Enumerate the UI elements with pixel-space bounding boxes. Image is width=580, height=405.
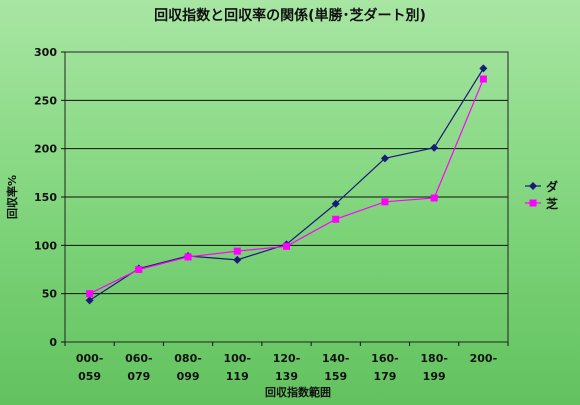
x-tick-label: 140- — [322, 352, 350, 365]
data-point — [332, 215, 340, 223]
series-2 — [86, 75, 487, 298]
series-line — [89, 68, 484, 301]
data-point — [233, 255, 242, 264]
data-point — [135, 266, 143, 273]
data-point — [283, 242, 290, 250]
x-tick-label: 179 — [373, 370, 396, 383]
x-axis-ticks: 000- 059 060- 079 080- 099 100- 119 120- 139 140- 1… — [64, 342, 509, 383]
x-tick-label: 180- — [420, 352, 448, 365]
x-tick-label: 119 — [226, 370, 249, 383]
y-tick-label: 200 — [34, 143, 57, 156]
legend-marker — [529, 199, 537, 207]
x-tick-label: 199 — [423, 370, 446, 383]
data-point — [380, 154, 389, 163]
x-tick-label: 080- — [174, 352, 202, 365]
series-line — [89, 78, 484, 295]
data-point — [381, 198, 389, 206]
x-tick-label: 139 — [275, 370, 298, 383]
x-axis-label: 回収指数範囲 — [265, 385, 331, 399]
x-tick-label: 200- — [470, 352, 498, 365]
y-tick-label: 50 — [42, 288, 58, 301]
y-axis-label: 回収率% — [5, 175, 19, 219]
x-tick-label: 000- — [76, 352, 104, 365]
x-tick-label: 160- — [371, 352, 399, 365]
data-point — [85, 296, 94, 305]
x-tick-label: 159 — [324, 370, 347, 383]
x-tick-label: 059 — [78, 370, 101, 383]
data-point — [331, 199, 340, 208]
y-axis-ticks: 0 50 100 150 200 250 300 — [34, 46, 65, 349]
y-tick-label: 250 — [34, 94, 57, 107]
data-point — [479, 64, 488, 73]
legend-marker — [529, 182, 537, 190]
data-point — [430, 143, 439, 152]
x-tick-label: 079 — [127, 370, 150, 383]
x-tick-label: 120- — [273, 352, 301, 365]
x-tick-label: 100- — [224, 352, 252, 365]
legend-item: 芝 — [525, 196, 558, 211]
data-point — [479, 75, 487, 83]
data-point — [233, 247, 241, 255]
x-tick-label: 060- — [125, 352, 153, 365]
data-point — [430, 194, 438, 202]
y-tick-label: 100 — [34, 239, 57, 252]
y-tick-label: 0 — [49, 336, 57, 349]
data-point — [86, 290, 94, 298]
chart-title: 回収指数と回収率の関係(単勝･芝ダート別) — [154, 7, 426, 24]
gridlines — [65, 51, 508, 295]
data-point — [184, 253, 192, 261]
legend: ダ芝 — [525, 179, 558, 211]
y-tick-label: 300 — [34, 46, 57, 59]
legend-label: ダ — [546, 179, 558, 194]
y-tick-label: 150 — [34, 191, 57, 204]
legend-label: 芝 — [546, 196, 558, 211]
legend-item: ダ — [525, 179, 558, 194]
series-layer — [85, 64, 488, 305]
x-tick-label: 099 — [177, 370, 200, 383]
